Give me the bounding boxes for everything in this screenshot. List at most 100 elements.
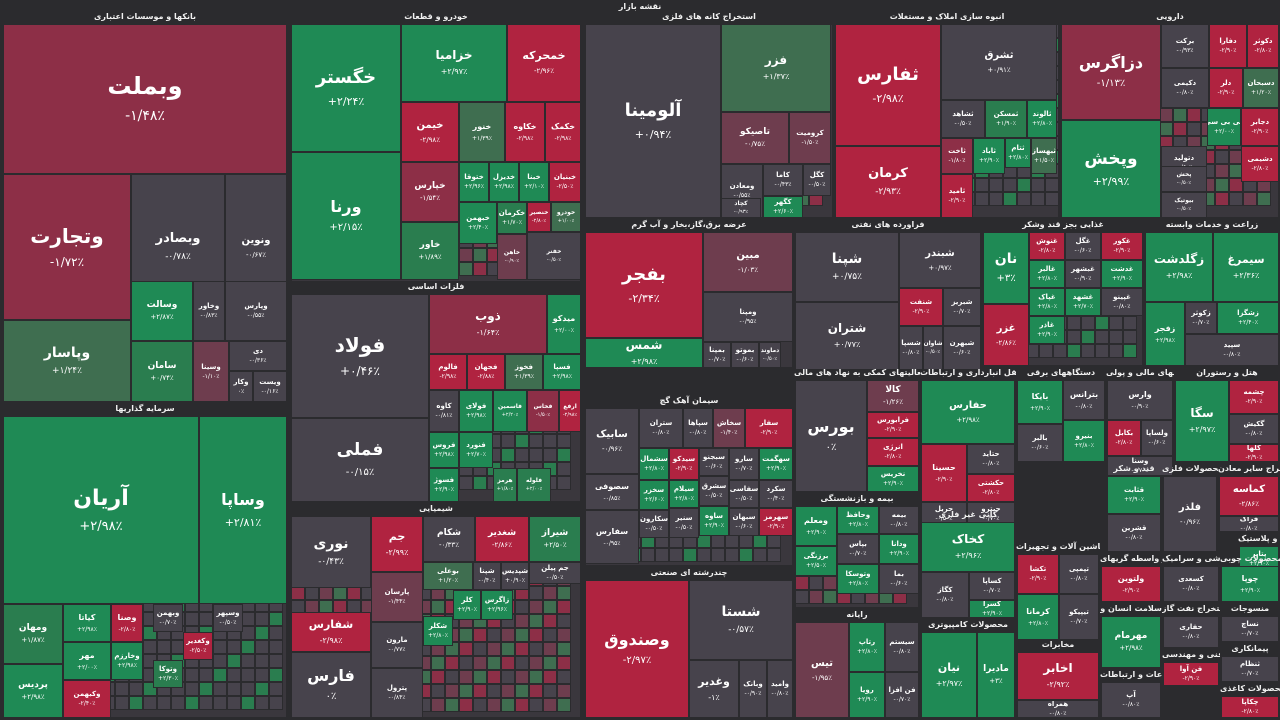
small-tile[interactable] bbox=[227, 640, 241, 654]
stock-tile[interactable]: ثامید -۲/۹۰٪ bbox=[941, 174, 973, 218]
small-tile[interactable] bbox=[515, 600, 529, 614]
small-tile[interactable] bbox=[1095, 330, 1109, 344]
small-tile[interactable] bbox=[543, 670, 557, 684]
small-tile[interactable] bbox=[459, 670, 473, 684]
stock-tile[interactable]: نیان +۲/۹۷٪ bbox=[921, 632, 977, 718]
stock-tile[interactable]: شکلر +۲/۸۰٪ bbox=[423, 616, 453, 646]
stock-tile[interactable]: آلومینا +۰/۹۴٪ bbox=[585, 24, 721, 218]
small-tile[interactable] bbox=[515, 642, 529, 656]
stock-tile[interactable]: جم -۲/۹۹٪ bbox=[371, 516, 423, 572]
small-tile[interactable] bbox=[669, 548, 683, 562]
stock-tile[interactable]: زفجر +۲/۹۸٪ bbox=[1145, 302, 1185, 366]
small-tile[interactable] bbox=[501, 434, 515, 448]
stock-tile[interactable]: غپاک +۲/۸۰٪ bbox=[1029, 288, 1065, 316]
small-tile[interactable] bbox=[529, 670, 543, 684]
small-tile[interactable] bbox=[255, 682, 269, 696]
stock-tile[interactable]: مارون -۰/۷۷٪ bbox=[371, 622, 423, 668]
small-tile[interactable] bbox=[739, 548, 753, 562]
small-tile[interactable] bbox=[487, 642, 501, 656]
stock-tile[interactable]: کیاتا +۲/۹۸٪ bbox=[63, 604, 111, 642]
small-tile[interactable] bbox=[809, 576, 823, 590]
small-tile[interactable] bbox=[515, 448, 529, 462]
small-tile[interactable] bbox=[1109, 330, 1123, 344]
small-tile[interactable] bbox=[255, 612, 269, 626]
small-tile[interactable] bbox=[445, 670, 459, 684]
stock-tile[interactable]: کرمانا +۲/۸۰٪ bbox=[1017, 594, 1059, 640]
stock-tile[interactable]: سخزر +۲/۶۰٪ bbox=[639, 480, 669, 510]
stock-tile[interactable]: چوپا +۲/۹۰٪ bbox=[1221, 566, 1279, 602]
stock-tile[interactable]: فسپا +۲/۹۸٪ bbox=[543, 354, 581, 390]
stock-tile[interactable]: فجهان -۲/۸۸٪ bbox=[467, 354, 505, 390]
stock-tile[interactable]: بپاس -۰/۷۰٪ bbox=[837, 534, 879, 564]
small-tile[interactable] bbox=[241, 612, 255, 626]
stock-tile[interactable]: فاسمین +۲/۲۰٪ bbox=[493, 390, 527, 432]
stock-tile[interactable]: حفاری -۰/۸۰٪ bbox=[1163, 616, 1219, 648]
small-tile[interactable] bbox=[1053, 344, 1067, 358]
stock-tile[interactable]: نان +۳٪ bbox=[983, 232, 1029, 304]
stock-tile[interactable]: فنورد +۲/۷۰٪ bbox=[459, 432, 493, 468]
stock-tile[interactable]: وخارزم +۲/۹۸٪ bbox=[111, 642, 143, 680]
stock-tile[interactable]: خفنر -۰/۵۰٪ bbox=[527, 232, 581, 280]
small-tile[interactable] bbox=[1045, 192, 1059, 206]
small-tile[interactable] bbox=[529, 698, 543, 712]
small-tile[interactable] bbox=[515, 670, 529, 684]
small-tile[interactable] bbox=[1095, 316, 1109, 330]
small-tile[interactable] bbox=[1123, 344, 1137, 358]
small-tile[interactable] bbox=[557, 656, 571, 670]
small-tile[interactable] bbox=[725, 548, 739, 562]
stock-tile[interactable]: غبشهر -۰/۹۰٪ bbox=[1065, 260, 1101, 288]
stock-tile[interactable]: سامان +۰/۷۴٪ bbox=[131, 341, 193, 402]
small-tile[interactable] bbox=[975, 178, 989, 192]
stock-tile[interactable]: کخاک +۲/۹۶٪ bbox=[921, 522, 1015, 572]
stock-tile[interactable]: سپاها -۰/۸۰٪ bbox=[683, 408, 713, 448]
stock-tile[interactable]: تیس -۱/۹۵٪ bbox=[795, 622, 849, 718]
stock-tile[interactable]: کچاد -۰/۹۳٪ bbox=[721, 198, 761, 218]
stock-tile[interactable]: مهر +۲/۰۰٪ bbox=[63, 642, 111, 680]
stock-tile[interactable]: فروس +۲/۹۸٪ bbox=[429, 432, 459, 468]
stock-tile[interactable]: خکرمان +۱/۷۰٪ bbox=[497, 202, 527, 234]
small-tile[interactable] bbox=[171, 696, 185, 710]
stock-tile[interactable]: سصوفی -۰/۸۵٪ bbox=[585, 474, 639, 510]
stock-tile[interactable]: سپید -۰/۸۰٪ bbox=[1185, 334, 1279, 366]
small-tile[interactable] bbox=[459, 642, 473, 656]
stock-tile[interactable]: کساپا -۰/۷۰٪ bbox=[969, 572, 1015, 600]
stock-tile[interactable]: خکاوه -۲/۹۸٪ bbox=[505, 102, 545, 162]
stock-tile[interactable]: کی بی سی+۲/۰۰٪ bbox=[1207, 108, 1241, 146]
small-tile[interactable] bbox=[529, 600, 543, 614]
stock-tile[interactable]: غگل -۰/۶۰٪ bbox=[1065, 232, 1101, 260]
stock-tile[interactable]: دجابر -۲/۹۰٪ bbox=[1241, 108, 1279, 146]
stock-tile[interactable]: وغدیر -۱٪ bbox=[689, 660, 739, 718]
stock-tile[interactable]: شپدیس +۰/۹۰٪ bbox=[501, 562, 529, 590]
small-tile[interactable] bbox=[185, 668, 199, 682]
stock-tile[interactable]: سفار -۲/۹۰٪ bbox=[745, 408, 793, 448]
stock-tile[interactable]: ومپنا -۰/۹۵٪ bbox=[703, 292, 793, 342]
stock-tile[interactable]: شمس +۲/۹۸٪ bbox=[585, 338, 703, 368]
stock-tile[interactable]: سفارس -۰/۹۵٪ bbox=[585, 510, 639, 564]
stock-tile[interactable]: غکور -۲/۹۰٪ bbox=[1101, 232, 1143, 260]
stock-tile[interactable]: سیمرغ +۲/۳۶٪ bbox=[1213, 232, 1279, 302]
stock-tile[interactable]: خاور +۱/۸۹٪ bbox=[401, 222, 459, 280]
stock-tile[interactable]: فن آوا -۲/۹۰٪ bbox=[1163, 662, 1219, 686]
small-tile[interactable] bbox=[241, 696, 255, 710]
stock-tile[interactable]: فلذر -۰/۹۶٪ bbox=[1163, 476, 1217, 552]
stock-tile[interactable]: شبهرن -۰/۶۰٪ bbox=[943, 326, 981, 370]
stock-tile[interactable]: بکابل -۲/۸۰٪ bbox=[1107, 420, 1141, 456]
stock-tile[interactable]: قشرین -۰/۸۰٪ bbox=[1107, 514, 1161, 552]
stock-tile[interactable]: وحافظ +۲/۸۰٪ bbox=[837, 506, 879, 534]
small-tile[interactable] bbox=[487, 670, 501, 684]
small-tile[interactable] bbox=[459, 248, 473, 262]
small-tile[interactable] bbox=[473, 670, 487, 684]
stock-tile[interactable]: سیستم -۰/۸۰٪ bbox=[885, 622, 919, 672]
stock-tile[interactable]: وخاور -۰/۸۳٪ bbox=[193, 281, 225, 341]
stock-tile[interactable]: وسینا -۱/۱۰٪ bbox=[193, 341, 229, 402]
small-tile[interactable] bbox=[255, 668, 269, 682]
stock-tile[interactable]: پردیس +۲/۹۸٪ bbox=[3, 664, 63, 718]
small-tile[interactable] bbox=[1003, 178, 1017, 192]
stock-tile[interactable]: رویا +۲/۹۰٪ bbox=[849, 672, 885, 718]
small-tile[interactable] bbox=[795, 590, 809, 604]
small-tile[interactable] bbox=[319, 586, 333, 600]
small-tile[interactable] bbox=[543, 628, 557, 642]
stock-tile[interactable]: سبهان -۰/۶۰٪ bbox=[729, 508, 759, 536]
small-tile[interactable] bbox=[473, 262, 487, 276]
small-tile[interactable] bbox=[1081, 344, 1095, 358]
